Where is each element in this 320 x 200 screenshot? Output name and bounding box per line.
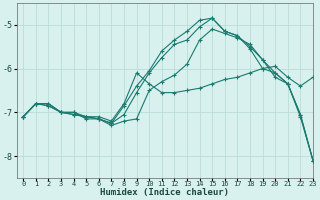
X-axis label: Humidex (Indice chaleur): Humidex (Indice chaleur) — [100, 188, 229, 197]
